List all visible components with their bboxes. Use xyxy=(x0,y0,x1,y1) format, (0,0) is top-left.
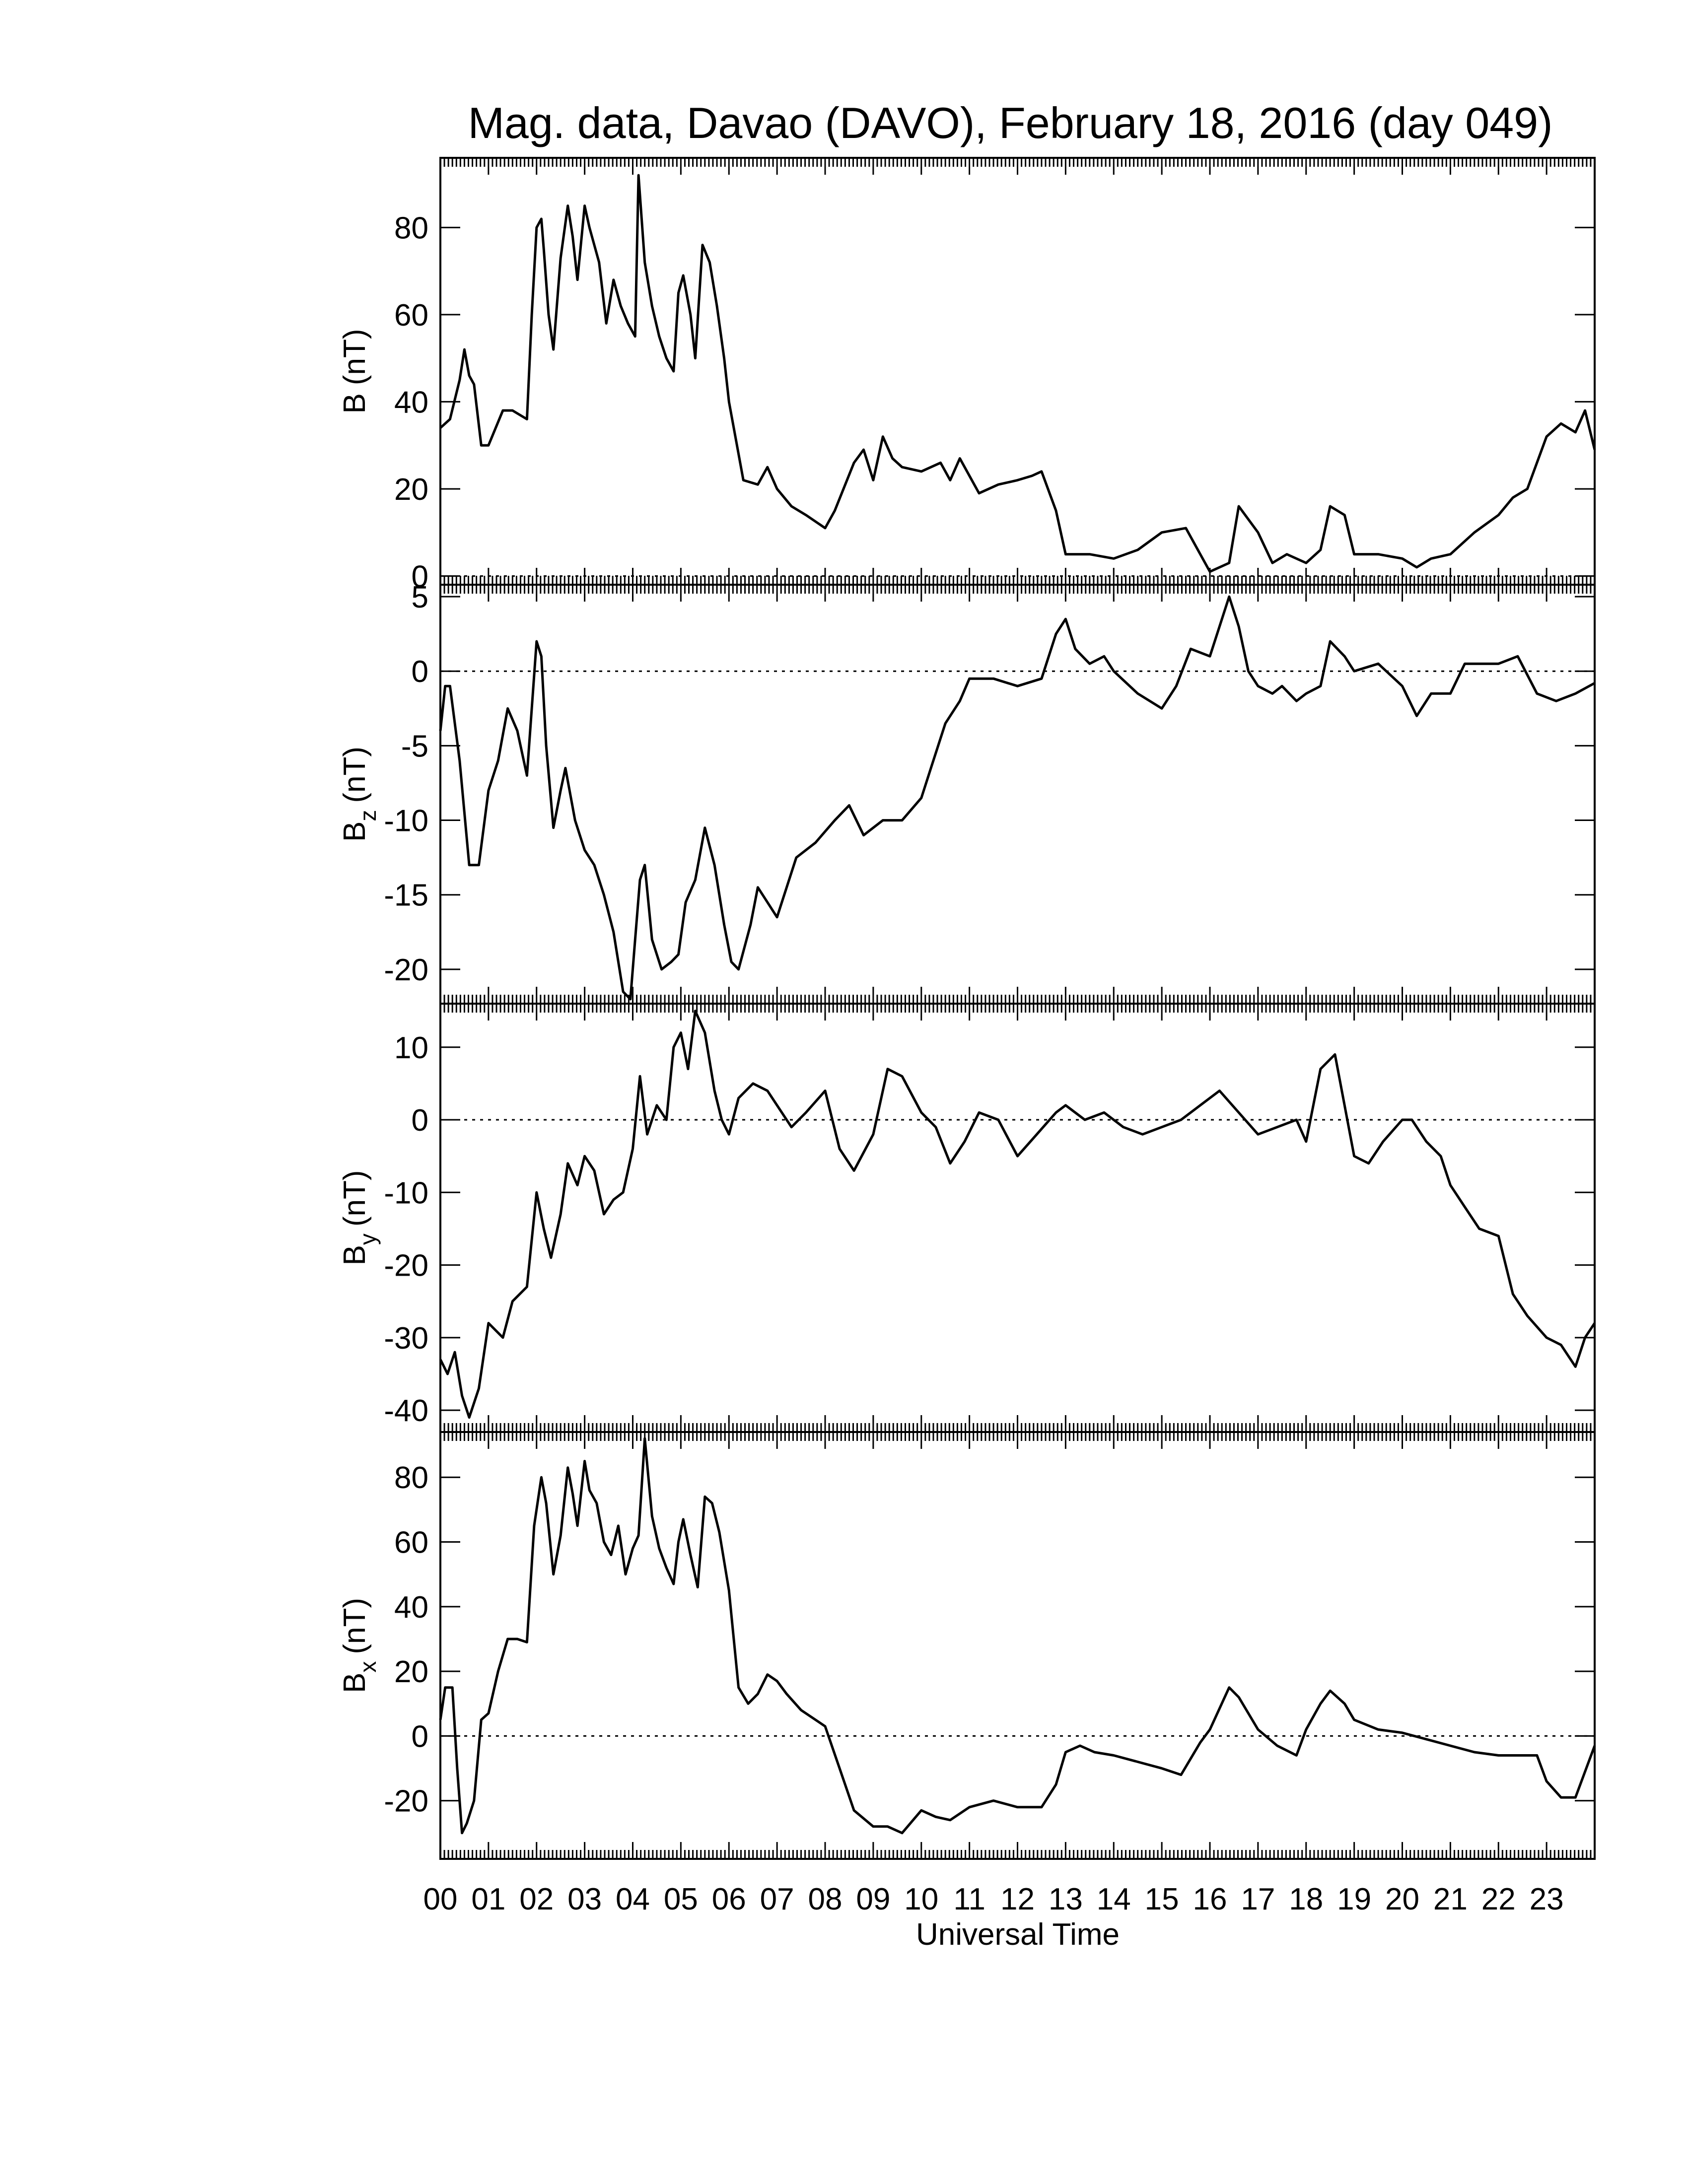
y-tick-label: 80 xyxy=(394,1461,428,1495)
y-tick-label: -15 xyxy=(384,879,428,913)
series-line-y xyxy=(439,1010,1596,1419)
chart-title: Mag. data, Davao (DAVO), February 18, 20… xyxy=(468,98,1553,147)
y-tick-label: 0 xyxy=(412,1103,428,1138)
x-axis-label: Universal Time xyxy=(916,1917,1120,1952)
panel-2: 5 0 -5 -10 -15 -20 Bz (nT) xyxy=(338,580,1596,1005)
y-axis-label-main: B xyxy=(338,1673,372,1693)
x-tick-label: 09 xyxy=(856,1882,890,1916)
x-tick-label: 19 xyxy=(1337,1882,1371,1916)
series-line-x xyxy=(439,1437,1596,1835)
x-tick-label: 10 xyxy=(904,1882,938,1916)
y-tick-label: -10 xyxy=(384,1176,428,1210)
y-axis-label-sub: x xyxy=(355,1661,381,1673)
y-tick-label: -30 xyxy=(384,1321,428,1356)
x-tick-label: 00 xyxy=(423,1882,458,1916)
y-axis-label-main: B xyxy=(338,1245,372,1265)
y-tick-label: 60 xyxy=(394,298,428,333)
y-tick-label: 20 xyxy=(394,1655,428,1689)
y-tick-label: 0 xyxy=(412,1719,428,1754)
y-tick-label: 40 xyxy=(394,385,428,419)
y-axis-label-unit: (nT) xyxy=(338,747,372,803)
x-tick-label: 11 xyxy=(953,1882,985,1916)
y-axis-label: Bx (nT) xyxy=(338,1598,381,1693)
y-tick-label: -5 xyxy=(401,729,428,763)
x-tick-label: 16 xyxy=(1193,1882,1227,1916)
y-tick-label: 60 xyxy=(394,1526,428,1560)
x-tick-label: 14 xyxy=(1097,1882,1131,1916)
y-tick-label: 20 xyxy=(394,473,428,507)
panel-1: 0 20 40 60 80 B (nT) xyxy=(338,157,1596,594)
y-tick-label: -40 xyxy=(384,1394,428,1428)
y-axis-label-sub: z xyxy=(355,810,381,821)
y-tick-label: -20 xyxy=(384,1249,428,1283)
y-axis-label-main: B xyxy=(338,821,372,842)
x-tick-label: 02 xyxy=(519,1882,554,1916)
x-tick-label: 07 xyxy=(760,1882,794,1916)
x-tick-label: 20 xyxy=(1385,1882,1419,1916)
y-tick-label: 0 xyxy=(412,655,428,689)
y-axis-label: B (nT) xyxy=(338,329,372,413)
series-line-z xyxy=(439,595,1596,1001)
panel-3: 10 0 -10 -20 -30 -40 By (nT) xyxy=(338,1003,1596,1433)
plot-frame xyxy=(439,1003,1596,1433)
y-axis-label: By (nT) xyxy=(338,1170,381,1265)
y-tick-label: 10 xyxy=(394,1031,428,1065)
y-axis-label-main: B xyxy=(338,393,372,413)
plot-frame xyxy=(439,157,1596,586)
x-tick-label: 01 xyxy=(471,1882,505,1916)
x-tick-label: 13 xyxy=(1049,1882,1083,1916)
panel-4: 80 60 40 20 0 -20 Bx (nT) xyxy=(338,1431,1596,1860)
x-tick-label: 04 xyxy=(616,1882,650,1916)
y-axis-label-unit: (nT) xyxy=(338,329,372,385)
x-tick-label: 23 xyxy=(1530,1882,1564,1916)
x-tick-labels: 00 01 02 03 04 05 06 07 08 09 10 11 12 13 14 15 16 17 18 19… xyxy=(423,1882,1564,1916)
y-tick-label: -20 xyxy=(384,953,428,987)
x-tick-label: 03 xyxy=(567,1882,602,1916)
x-tick-label: 12 xyxy=(1000,1882,1035,1916)
x-tick-label: 18 xyxy=(1289,1882,1323,1916)
panels: 020406080B(nT)50-5-10-15-20Bz(nT)100-10-… xyxy=(338,157,1596,1860)
y-tick-label: 40 xyxy=(394,1590,428,1625)
x-tick-label: 22 xyxy=(1481,1882,1516,1916)
y-tick-label: 0 xyxy=(412,559,428,594)
series-line-total xyxy=(439,174,1596,573)
x-tick-label: 15 xyxy=(1145,1882,1179,1916)
y-axis-label-unit: (nT) xyxy=(338,1598,372,1654)
y-tick-label: 5 xyxy=(412,580,428,614)
y-axis-label-sub: y xyxy=(355,1233,381,1245)
plot-frame xyxy=(439,584,1596,1005)
x-tick-label: 17 xyxy=(1241,1882,1275,1916)
x-tick-label: 08 xyxy=(808,1882,843,1916)
y-axis-label-unit: (nT) xyxy=(338,1170,372,1227)
plot-frame xyxy=(439,1431,1596,1860)
y-axis-label: Bz (nT) xyxy=(338,747,381,842)
y-tick-label: -10 xyxy=(384,804,428,838)
x-tick-label: 06 xyxy=(712,1882,746,1916)
x-tick-label: 21 xyxy=(1433,1882,1468,1916)
y-tick-label: -20 xyxy=(384,1784,428,1819)
y-tick-label: 80 xyxy=(394,211,428,245)
x-tick-label: 05 xyxy=(664,1882,698,1916)
